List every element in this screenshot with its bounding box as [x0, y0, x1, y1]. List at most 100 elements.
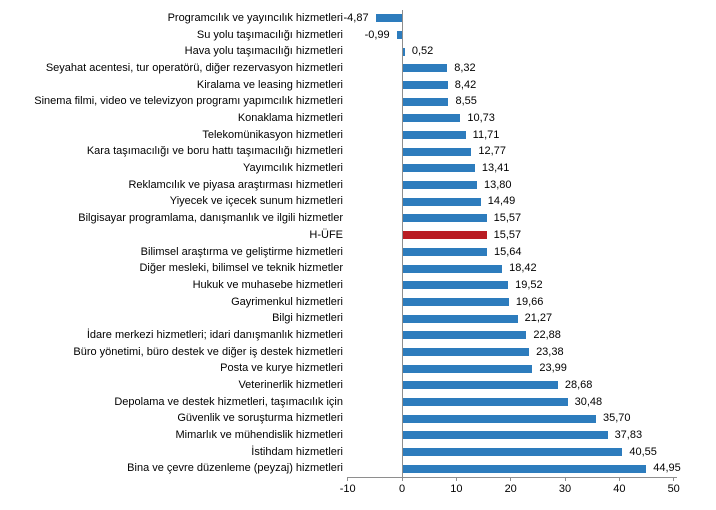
category-label: Su yolu taşımacılığı hizmetleri: [196, 28, 343, 41]
value-label: 8,42: [454, 78, 477, 91]
bar-row: Reklamcılık ve piyasa araştırması hizmet…: [0, 177, 716, 194]
bar-row: Bilgi hizmetleri 21,27: [0, 310, 716, 327]
category-label: Veterinerlik hizmetleri: [238, 378, 343, 391]
bar-row: Bina ve çevre düzenleme (peyzaj) hizmetl…: [0, 460, 716, 477]
value-label: 30,48: [574, 395, 603, 408]
value-label: 18,42: [509, 262, 537, 275]
value-label: -0,99: [364, 28, 390, 41]
x-axis-tick-label: 50: [667, 483, 680, 495]
bar-row: Seyahat acentesi, tur operatörü, diğer r…: [0, 60, 716, 77]
value-label: 28,68: [564, 378, 593, 391]
bar: [402, 431, 608, 440]
bar-row: Bilimsel araştırma ve geliştirme hizmetl…: [0, 244, 716, 261]
value-label: 8,32: [454, 62, 476, 75]
category-label: Depolama ve destek hizmetleri, taşımacıl…: [114, 395, 343, 408]
x-axis-tick: [673, 477, 675, 481]
bar-row: Mimarlık ve mühendislik hizmetleri 37,83: [0, 427, 716, 444]
x-axis-tick-label: 20: [504, 483, 517, 495]
bar-row: Telekomünikasyon hizmetleri 11,71: [0, 127, 716, 144]
value-label: -4,87: [343, 12, 369, 24]
category-label: Seyahat acentesi, tur operatörü, diğer r…: [45, 62, 343, 75]
bar: [402, 97, 449, 106]
bar-row: Gayrimenkul hizmetleri 19,66: [0, 294, 716, 311]
bar: [402, 381, 558, 390]
category-label: İstihdam hizmetleri: [251, 445, 343, 458]
category-label: Güvenlik ve soruşturma hizmetleri: [177, 412, 343, 425]
x-axis-tick-label: 40: [613, 483, 626, 495]
category-label: Mimarlık ve mühendislik hizmetleri: [175, 428, 344, 441]
value-label: 21,27: [524, 312, 553, 325]
bar-row: Diğer mesleki, bilimsel ve teknik hizmet…: [0, 260, 716, 277]
category-label: Yayımcılık hizmetleri: [242, 162, 343, 175]
bar-row: Bilgisayar programlama, danışmanlık ve i…: [0, 210, 716, 227]
bar-row: Hava yolu taşımacılığı hizmetleri 0,52: [0, 43, 716, 60]
value-label: 23,99: [539, 362, 567, 375]
bar-row: H-ÜFE 15,57: [0, 227, 716, 244]
bar: [402, 247, 487, 256]
x-axis-line: [347, 477, 678, 478]
bar-row: Depolama ve destek hizmetleri, taşımacıl…: [0, 394, 716, 411]
bar: [396, 31, 403, 39]
bar-row: Büro yönetimi, büro destek ve diğer iş d…: [0, 344, 716, 361]
category-label: Büro yönetimi, büro destek ve diğer iş d…: [73, 345, 343, 358]
x-axis-tick-label: -10: [339, 483, 356, 495]
bar-row: Hukuk ve muhasebe hizmetleri 19,52: [0, 277, 716, 294]
bar: [402, 197, 481, 206]
bar-row: Su yolu taşımacılığı hizmetleri -0,99: [0, 27, 716, 44]
bar: [402, 364, 533, 373]
value-label: 15,64: [494, 245, 522, 258]
value-label: 0,52: [411, 45, 434, 58]
bar: [402, 47, 405, 56]
value-label: 19,66: [515, 295, 544, 308]
highlight-bar: [402, 231, 487, 240]
bar-row: Kara taşımacılığı ve boru hattı taşımacı…: [0, 143, 716, 160]
bar-row: Sinema filmi, video ve televizyon progra…: [0, 93, 716, 110]
category-label: Bilimsel araştırma ve geliştirme hizmetl…: [140, 245, 343, 258]
value-label: 13,41: [481, 162, 510, 175]
bar: [402, 147, 472, 156]
bar: [402, 281, 509, 290]
x-axis-tick-label: 30: [558, 483, 572, 495]
bar-row: Yayımcılık hizmetleri 13,41: [0, 160, 716, 177]
x-axis-tick: [347, 477, 349, 481]
x-axis-tick: [455, 477, 457, 481]
category-label: Konaklama hizmetleri: [237, 112, 343, 125]
bar-row: Programcılık ve yayıncılık hizmetleri -4,…: [0, 10, 716, 27]
category-label: Hukuk ve muhasebe hizmetleri: [192, 278, 343, 291]
value-label: 13,80: [484, 178, 512, 191]
bar-row: Posta ve kurye hizmetleri 23,99: [0, 360, 716, 377]
category-label: Posta ve kurye hizmetleri: [220, 362, 343, 375]
bar: [402, 447, 623, 456]
bar: [402, 314, 518, 323]
value-label: 12,77: [478, 145, 506, 158]
bar: [375, 14, 403, 23]
x-axis-tick: [564, 477, 566, 481]
x-axis-tick: [510, 477, 512, 481]
category-label: Telekomünikasyon hizmetleri: [202, 128, 343, 141]
category-label: Kara taşımacılığı ve boru hattı taşımacı…: [86, 145, 343, 158]
value-label: 19,52: [515, 278, 543, 291]
value-label: 35,70: [603, 412, 631, 425]
value-label: 37,83: [614, 428, 643, 441]
bar: [402, 164, 475, 173]
category-label: Programcılık ve yayıncılık hizmetleri: [167, 12, 343, 24]
bar-row: Güvenlik ve soruşturma hizmetleri 35,70: [0, 410, 716, 427]
value-label: 10,73: [467, 112, 495, 125]
value-label: 22,88: [533, 328, 561, 341]
bar: [402, 414, 596, 423]
category-label: Reklamcılık ve piyasa araştırması hizmet…: [128, 178, 343, 191]
bar: [402, 181, 477, 190]
category-label: Diğer mesleki, bilimsel ve teknik hizmet…: [139, 262, 343, 275]
bar-row: İstihdam hizmetleri 40,55: [0, 444, 716, 461]
x-axis-tick-label: 10: [450, 483, 463, 495]
bar: [402, 214, 487, 223]
zero-axis-line: [401, 10, 403, 477]
x-axis-tick: [401, 477, 403, 481]
category-label: H-ÜFE: [309, 228, 343, 241]
value-label: 44,95: [653, 462, 681, 475]
bar-row: Veterinerlik hizmetleri 28,68: [0, 377, 716, 394]
bar: [402, 131, 466, 140]
value-label: 15,57: [493, 228, 522, 241]
bar-row: Yiyecek ve içecek sunum hizmetleri 14,49: [0, 193, 716, 210]
category-label: Sinema filmi, video ve televizyon progra…: [34, 95, 343, 108]
